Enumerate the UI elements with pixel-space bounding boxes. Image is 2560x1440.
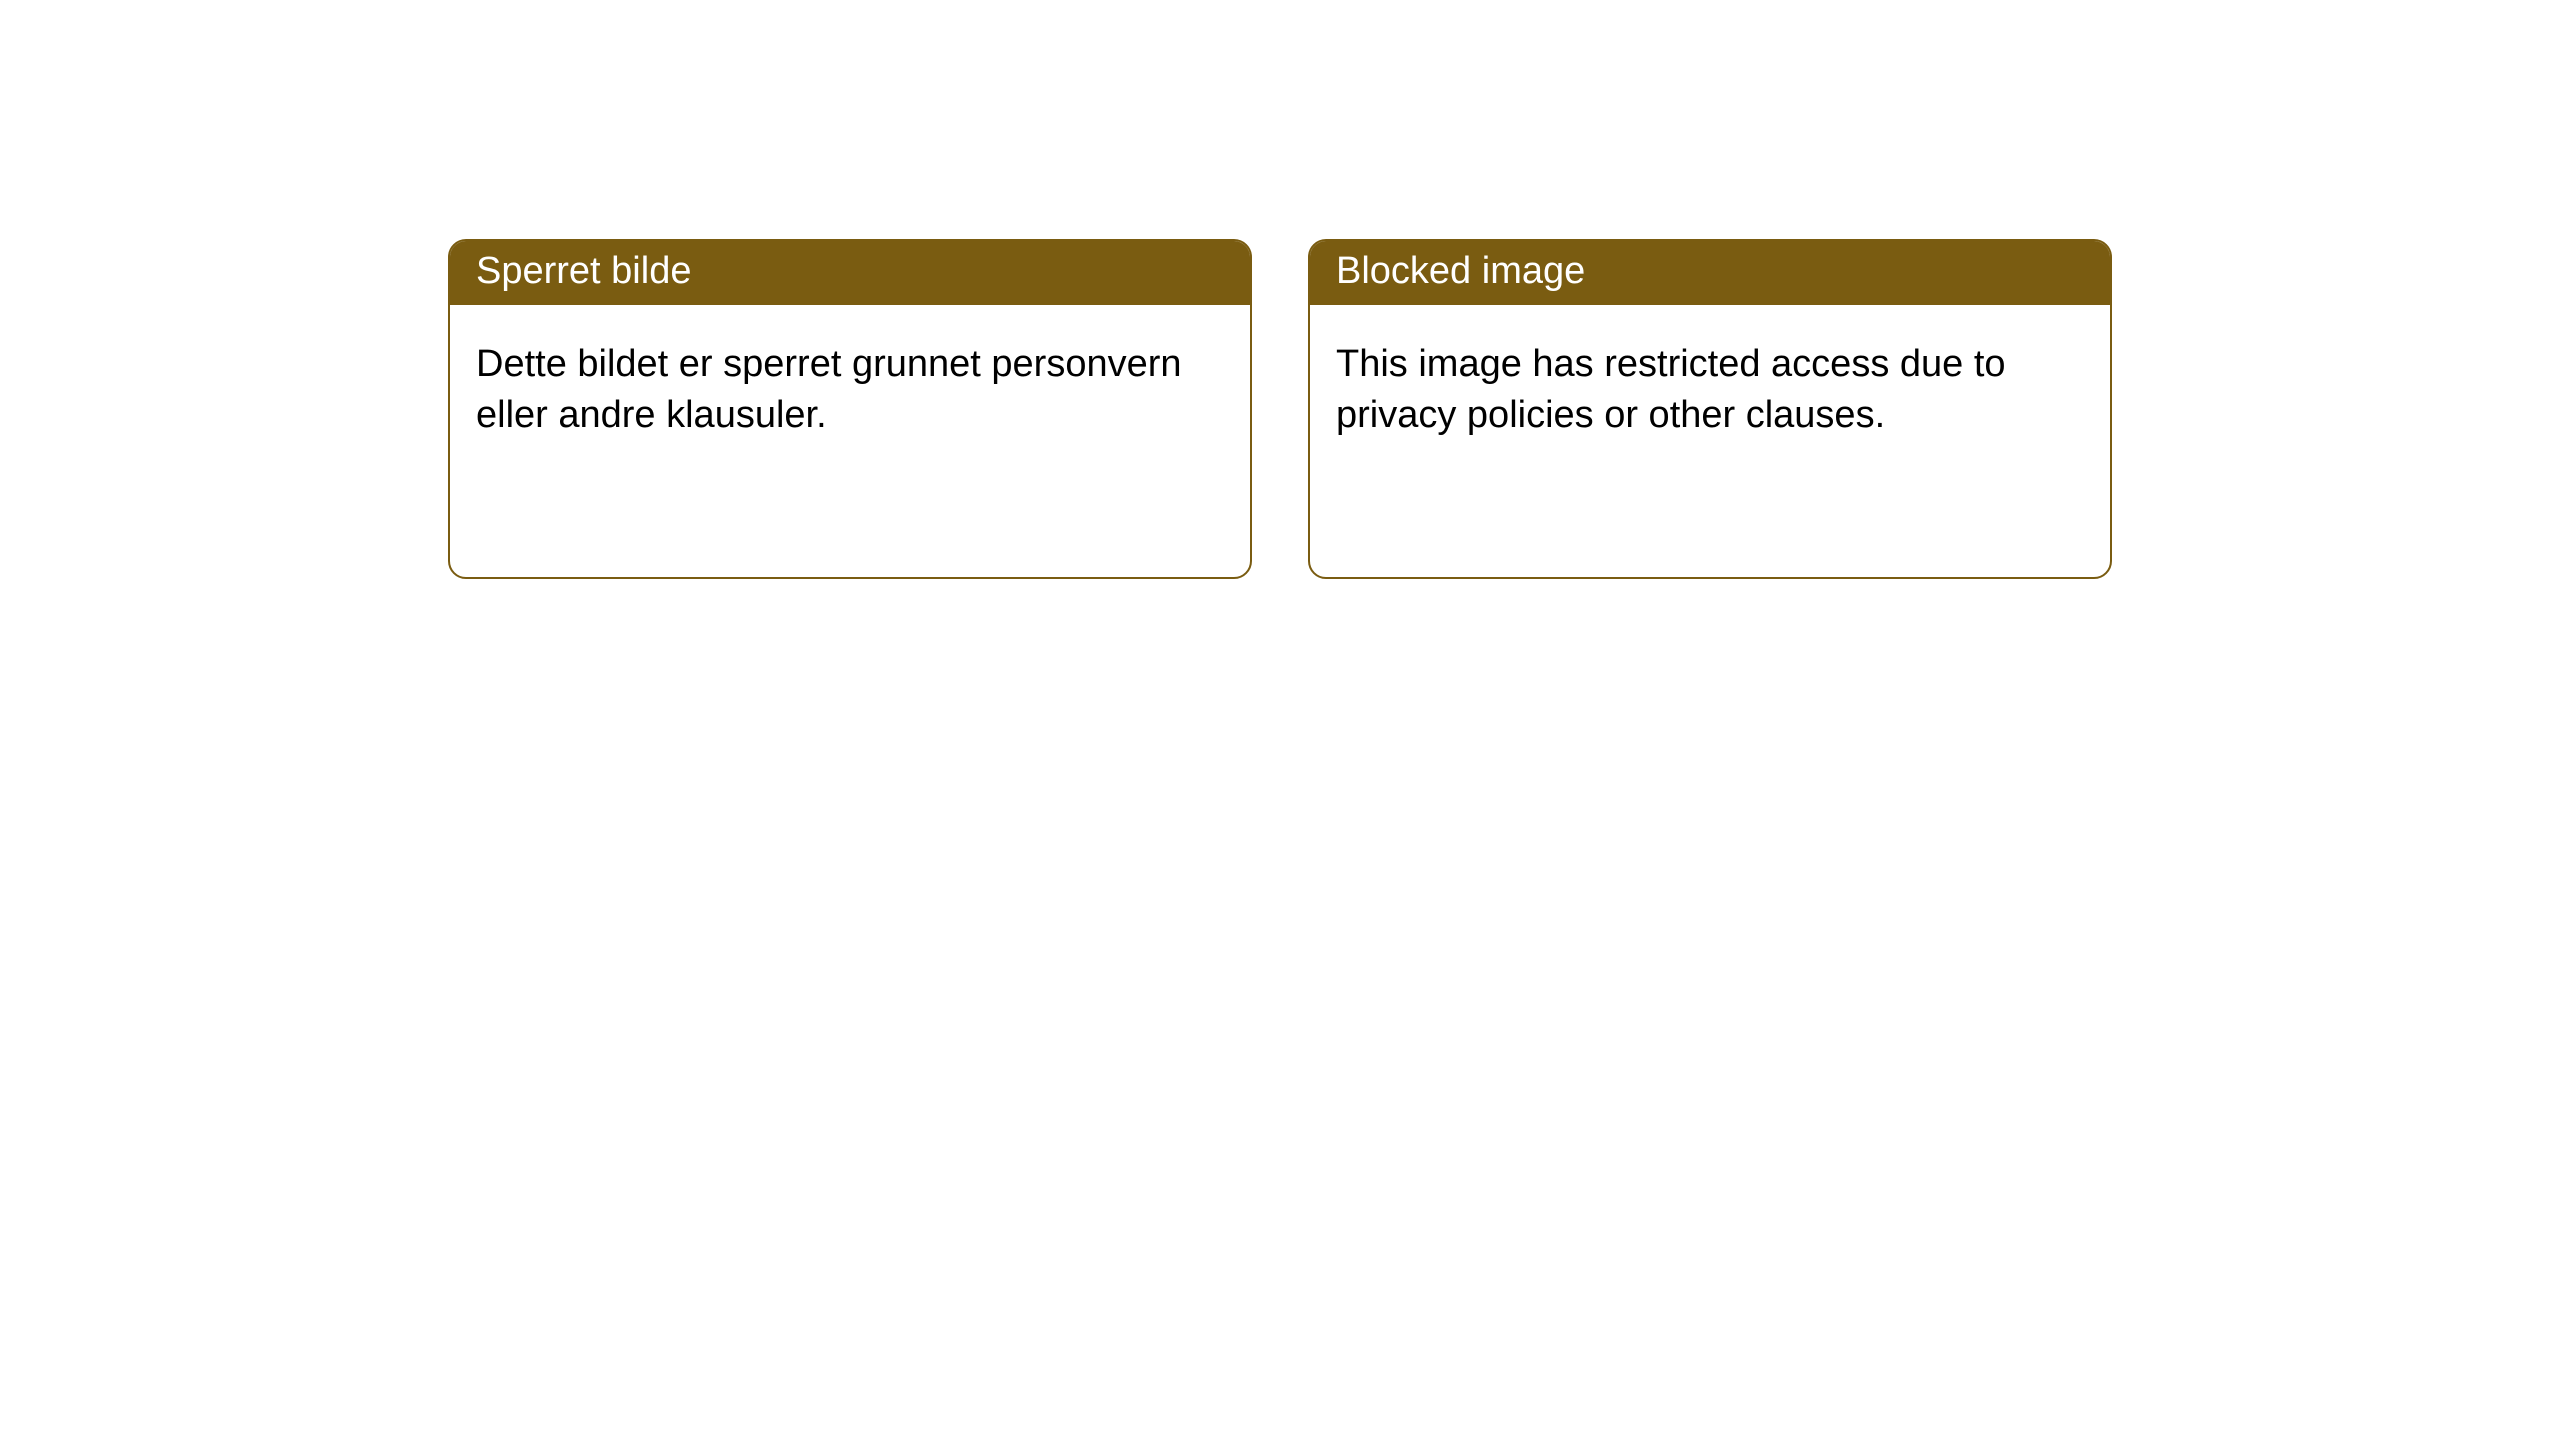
notice-card-english: Blocked image This image has restricted …: [1308, 239, 2112, 579]
notice-header: Sperret bilde: [450, 241, 1250, 305]
notice-card-norwegian: Sperret bilde Dette bildet er sperret gr…: [448, 239, 1252, 579]
notice-header: Blocked image: [1310, 241, 2110, 305]
notice-body: This image has restricted access due to …: [1310, 305, 2110, 577]
notice-container: Sperret bilde Dette bildet er sperret gr…: [0, 0, 2560, 579]
notice-body: Dette bildet er sperret grunnet personve…: [450, 305, 1250, 577]
